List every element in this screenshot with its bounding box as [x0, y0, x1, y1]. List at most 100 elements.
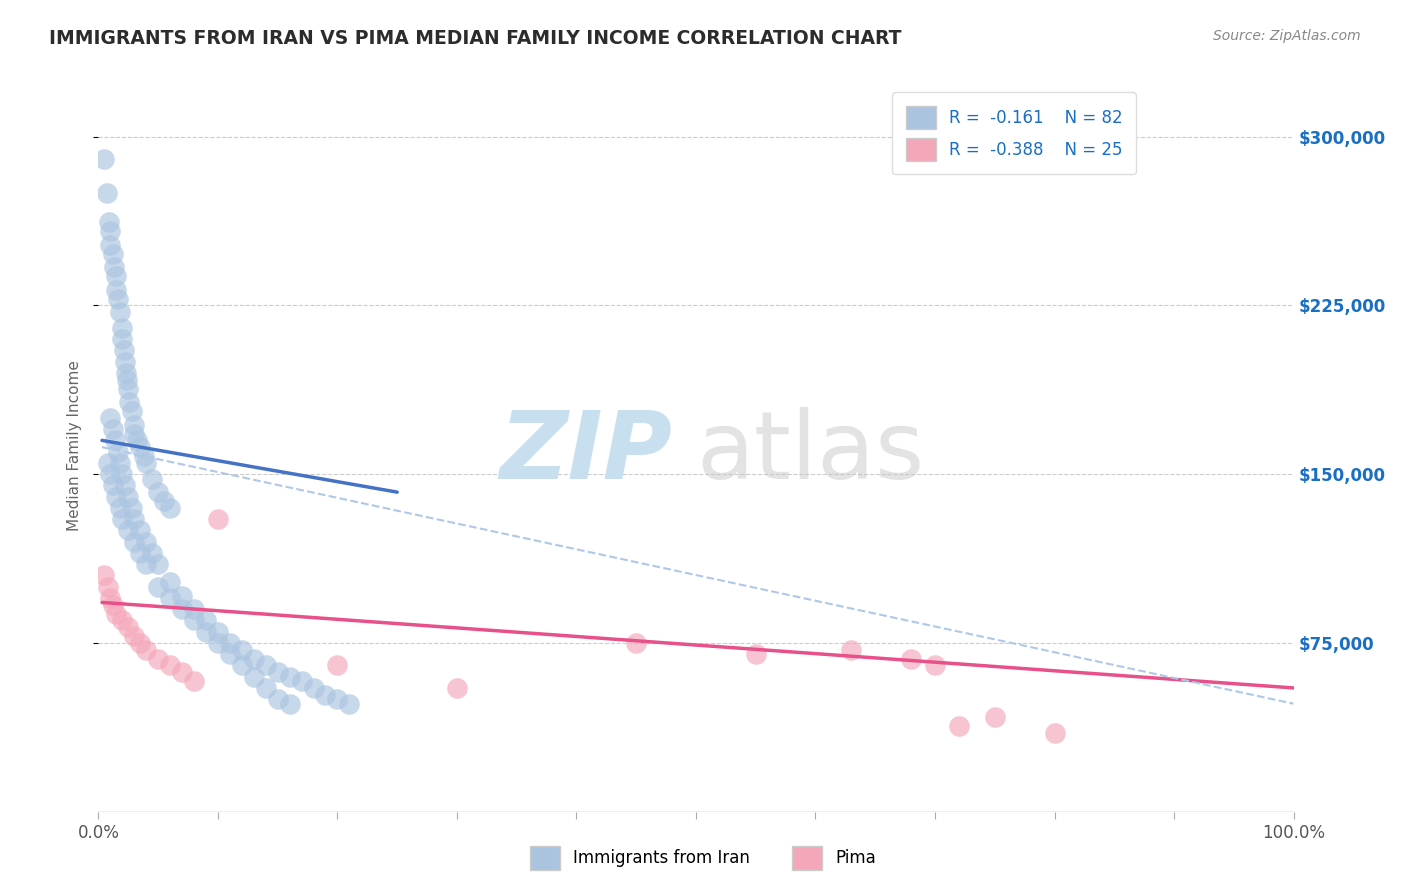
Point [172, 589, 194, 603]
Point [104, 434, 127, 448]
Point [132, 449, 155, 463]
Point [315, 688, 337, 702]
Point [93, 568, 115, 582]
Text: Source: ZipAtlas.com: Source: ZipAtlas.com [1213, 29, 1361, 43]
Point [105, 269, 128, 284]
Point [98, 410, 122, 425]
Point [124, 426, 146, 441]
Point [219, 636, 242, 650]
Point [153, 494, 176, 508]
Point [101, 422, 124, 436]
Point [148, 651, 170, 665]
Point [105, 607, 128, 621]
Point [135, 534, 157, 549]
Point [254, 681, 277, 695]
Point [98, 215, 121, 229]
Point [900, 651, 922, 665]
Point [112, 343, 135, 358]
Point [129, 636, 152, 650]
Point [129, 546, 152, 560]
Point [148, 557, 170, 571]
Point [124, 417, 146, 432]
Point [207, 512, 229, 526]
Point [841, 642, 863, 657]
Point [103, 260, 125, 274]
Point [243, 651, 266, 665]
Point [118, 395, 141, 409]
Point [141, 546, 163, 560]
Point [105, 490, 128, 504]
Point [172, 665, 194, 680]
Point [125, 434, 148, 448]
Point [326, 658, 349, 673]
Point [115, 373, 138, 387]
Point [98, 224, 122, 238]
Point [446, 681, 468, 695]
Point [231, 658, 253, 673]
Point [231, 642, 253, 657]
Point [141, 472, 163, 486]
Point [124, 512, 146, 526]
Text: ZIP: ZIP [499, 408, 672, 500]
Point [291, 674, 314, 689]
Point [278, 697, 301, 711]
Point [124, 629, 146, 643]
Point [98, 237, 122, 252]
Point [117, 490, 139, 504]
Point [105, 283, 128, 297]
Point [219, 647, 242, 661]
Point [148, 580, 170, 594]
Point [183, 602, 205, 616]
Point [117, 620, 139, 634]
Point [98, 591, 122, 605]
Point [924, 658, 946, 673]
Legend: Immigrants from Iran, Pima: Immigrants from Iran, Pima [523, 839, 883, 877]
Point [159, 575, 181, 590]
Point [111, 512, 134, 526]
Point [183, 674, 205, 689]
Point [159, 500, 181, 515]
Point [626, 636, 648, 650]
Point [195, 614, 218, 628]
Point [107, 292, 129, 306]
Point [243, 670, 266, 684]
Point [207, 636, 229, 650]
Point [98, 467, 122, 482]
Point [111, 467, 134, 482]
Point [121, 404, 143, 418]
Point [302, 681, 325, 695]
Point [207, 624, 229, 639]
Point [195, 624, 218, 639]
Point [1043, 726, 1066, 740]
Point [159, 658, 181, 673]
Point [984, 710, 1007, 724]
Point [129, 524, 152, 538]
Point [114, 354, 136, 368]
Point [108, 456, 131, 470]
Point [135, 557, 157, 571]
Point [108, 305, 131, 319]
Point [101, 478, 124, 492]
Point [111, 614, 134, 628]
Point [745, 647, 768, 661]
Point [267, 692, 290, 706]
Point [111, 321, 134, 335]
Point [135, 642, 157, 657]
Y-axis label: Median Family Income: Median Family Income [67, 360, 83, 532]
Point [97, 580, 120, 594]
Point [108, 500, 131, 515]
Point [159, 591, 181, 605]
Point [267, 665, 290, 680]
Point [97, 456, 120, 470]
Point [121, 500, 143, 515]
Point [129, 440, 152, 454]
Point [183, 614, 205, 628]
Legend: R =  -0.161    N = 82, R =  -0.388    N = 25: R = -0.161 N = 82, R = -0.388 N = 25 [893, 92, 1136, 175]
Point [326, 692, 349, 706]
Point [101, 598, 124, 612]
Point [107, 444, 129, 458]
Point [172, 602, 194, 616]
Point [115, 366, 138, 380]
Point [101, 246, 124, 260]
Point [124, 534, 146, 549]
